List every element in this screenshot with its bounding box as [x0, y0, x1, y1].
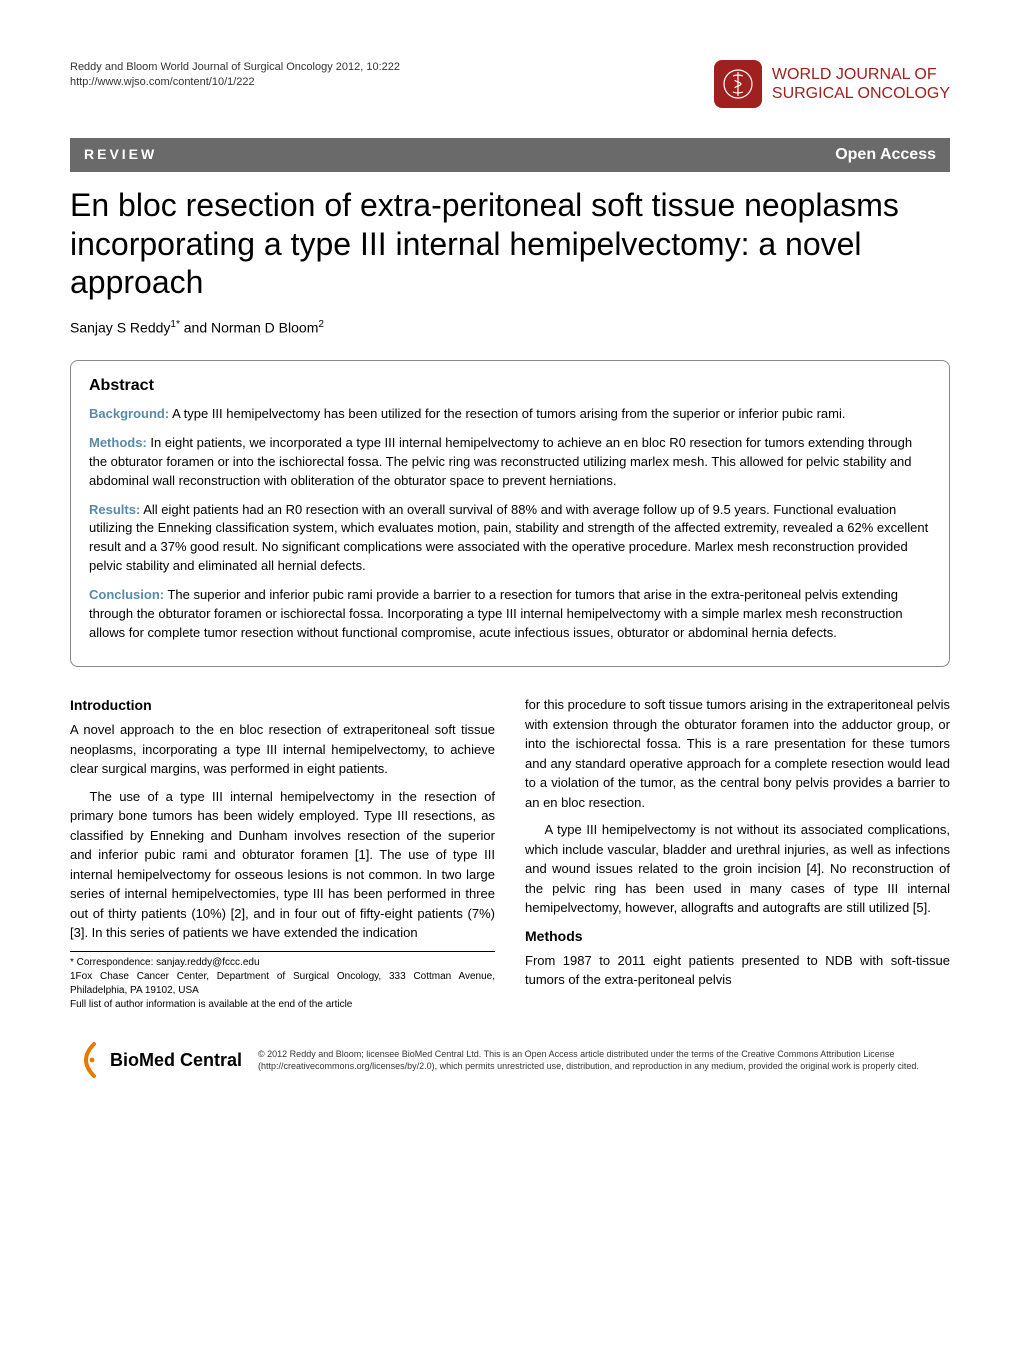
abstract-label-methods: Methods:	[89, 435, 147, 450]
abstract-text-conclusion: The superior and inferior pubic rami pro…	[89, 587, 903, 640]
citation-url: http://www.wjso.com/content/10/1/222	[70, 75, 400, 90]
journal-logo-icon	[714, 60, 762, 108]
bmc-paren-icon	[70, 1040, 104, 1080]
biomed-central-logo: BioMed Central	[70, 1040, 242, 1080]
abstract-label-conclusion: Conclusion:	[89, 587, 164, 602]
intro-paragraph-1: A novel approach to the en bloc resectio…	[70, 720, 495, 779]
journal-brand: WORLD JOURNAL OF SURGICAL ONCOLOGY	[714, 60, 950, 108]
intro-paragraph-2: The use of a type III internal hemipelve…	[70, 787, 495, 943]
abstract-text-results: All eight patients had an R0 resection w…	[89, 502, 928, 574]
intro-paragraph-3: for this procedure to soft tissue tumors…	[525, 695, 950, 812]
article-title: En bloc resection of extra-peritoneal so…	[70, 186, 950, 301]
citation-block: Reddy and Bloom World Journal of Surgica…	[70, 60, 400, 91]
abstract-text-methods: In eight patients, we incorporated a typ…	[89, 435, 912, 488]
abstract-label-results: Results:	[89, 502, 140, 517]
brand-line2: SURGICAL ONCOLOGY	[772, 84, 950, 103]
abstract-conclusion: Conclusion: The superior and inferior pu…	[89, 586, 931, 643]
author-list: Sanjay S Reddy1* and Norman D Bloom2	[70, 318, 950, 338]
introduction-heading: Introduction	[70, 695, 495, 716]
methods-heading: Methods	[525, 926, 950, 947]
methods-paragraph-1: From 1987 to 2011 eight patients present…	[525, 951, 950, 990]
license-text: © 2012 Reddy and Bloom; licensee BioMed …	[258, 1048, 950, 1072]
correspondence-block: * Correspondence: sanjay.reddy@fccc.edu …	[70, 951, 495, 1012]
abstract-results: Results: All eight patients had an R0 re…	[89, 501, 931, 576]
methods-block: Methods From 1987 to 2011 eight patients…	[525, 926, 950, 990]
header-row: Reddy and Bloom World Journal of Surgica…	[70, 60, 950, 108]
correspondence-affiliation: 1Fox Chase Cancer Center, Department of …	[70, 970, 495, 998]
brand-line1: WORLD JOURNAL OF	[772, 65, 950, 84]
citation-line: Reddy and Bloom World Journal of Surgica…	[70, 60, 400, 75]
page-container: Reddy and Bloom World Journal of Surgica…	[0, 0, 1020, 1120]
correspondence-note: Full list of author information is avail…	[70, 998, 495, 1012]
correspondence-email: * Correspondence: sanjay.reddy@fccc.edu	[70, 956, 495, 970]
article-type-bar: REVIEW Open Access	[70, 138, 950, 172]
abstract-heading: Abstract	[89, 375, 931, 397]
abstract-box: Abstract Background: A type III hemipelv…	[70, 360, 950, 668]
bmc-brand-text: BioMed Central	[110, 1048, 242, 1072]
abstract-label-background: Background:	[89, 406, 169, 421]
body-columns: Introduction A novel approach to the en …	[70, 695, 950, 1012]
abstract-text-background: A type III hemipelvectomy has been utili…	[169, 406, 845, 421]
article-type-label: REVIEW	[84, 145, 157, 165]
journal-brand-text: WORLD JOURNAL OF SURGICAL ONCOLOGY	[772, 65, 950, 103]
open-access-label: Open Access	[835, 144, 936, 166]
intro-paragraph-4: A type III hemipelvectomy is not without…	[525, 820, 950, 918]
footer-row: BioMed Central © 2012 Reddy and Bloom; l…	[70, 1040, 950, 1080]
abstract-background: Background: A type III hemipelvectomy ha…	[89, 405, 931, 424]
abstract-methods: Methods: In eight patients, we incorpora…	[89, 434, 931, 491]
